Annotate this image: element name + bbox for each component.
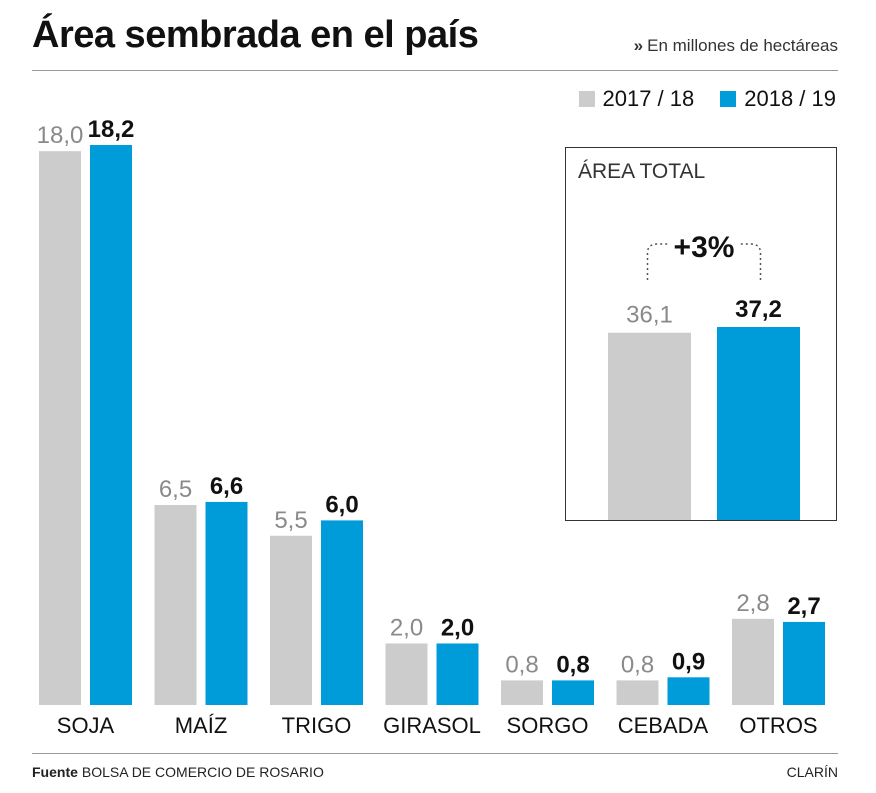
bar-soja-curr <box>90 145 132 705</box>
subtitle-text: En millones de hectáreas <box>647 36 838 55</box>
category-label-soja: SOJA <box>57 713 115 738</box>
value-label-otros-prev: 2,8 <box>736 590 769 617</box>
subtitle-marker: » <box>633 36 644 55</box>
legend-label-prev: 2017 / 18 <box>602 86 695 111</box>
inset-frame <box>565 147 837 521</box>
chart-title: Área sembrada en el país <box>32 14 479 56</box>
value-label-sorgo-curr: 0,8 <box>556 651 589 678</box>
category-label-trigo: TRIGO <box>282 713 352 738</box>
value-label-maiz-prev: 6,5 <box>159 476 192 503</box>
credit: CLARÍN <box>786 764 838 780</box>
top-divider <box>32 70 838 71</box>
category-label-otros: OTROS <box>739 713 817 738</box>
value-label-maiz-curr: 6,6 <box>210 473 243 500</box>
bar-girasol-prev <box>385 643 428 705</box>
value-label-cebada-prev: 0,8 <box>621 651 654 678</box>
bar-trigo-prev <box>270 535 312 705</box>
legend: 2017 / 18 2018 / 19 <box>578 86 836 112</box>
category-label-sorgo: SORGO <box>507 713 589 738</box>
legend-label-curr: 2018 / 19 <box>744 86 836 111</box>
inset-bar-curr <box>717 327 800 520</box>
inset-title: ÁREA TOTAL <box>578 160 705 183</box>
bar-soja-prev <box>39 151 81 706</box>
inset-value-label-curr: 37,2 <box>735 296 782 323</box>
value-label-girasol-prev: 2,0 <box>390 614 423 641</box>
bar-otros-prev <box>732 618 774 705</box>
bar-trigo-curr <box>321 520 363 705</box>
source-note: Fuente BOLSA DE COMERCIO DE ROSARIO <box>32 764 324 780</box>
value-label-cebada-curr: 0,9 <box>672 648 705 675</box>
legend-item-prev: 2017 / 18 <box>578 86 695 112</box>
inset-bracket-right <box>738 243 762 280</box>
value-label-girasol-curr: 2,0 <box>441 614 474 641</box>
bar-girasol-curr <box>436 643 479 705</box>
bar-cebada-prev <box>616 680 659 705</box>
bottom-divider <box>32 753 838 754</box>
bar-maiz-curr <box>205 501 248 705</box>
inset-bracket-left <box>646 243 670 280</box>
inset-annotation: +3% <box>674 231 735 264</box>
bar-maiz-prev <box>154 505 197 705</box>
inset-bar-prev <box>608 332 691 520</box>
bar-cebada-curr <box>667 677 710 705</box>
source-text: BOLSA DE COMERCIO DE ROSARIO <box>81 764 324 780</box>
category-label-cebada: CEBADA <box>618 713 709 738</box>
value-label-soja-curr: 18,2 <box>88 116 135 143</box>
bar-sorgo-curr <box>552 680 594 705</box>
legend-swatch-curr <box>720 91 737 107</box>
value-label-sorgo-prev: 0,8 <box>505 651 538 678</box>
chart-subtitle: » En millones de hectáreas <box>634 36 838 56</box>
source-label: Fuente <box>32 764 78 780</box>
value-label-soja-prev: 18,0 <box>37 122 84 149</box>
category-label-maiz: MAÍZ <box>175 713 228 738</box>
value-label-trigo-curr: 6,0 <box>325 491 358 518</box>
bar-sorgo-prev <box>501 680 543 705</box>
bar-otros-curr <box>783 621 825 705</box>
value-label-trigo-prev: 5,5 <box>274 507 307 534</box>
inset-value-label-prev: 36,1 <box>626 302 673 329</box>
legend-swatch-prev <box>578 91 595 107</box>
category-label-girasol: GIRASOL <box>383 713 481 738</box>
legend-item-curr: 2018 / 19 <box>720 86 836 112</box>
value-label-otros-curr: 2,7 <box>787 593 820 620</box>
